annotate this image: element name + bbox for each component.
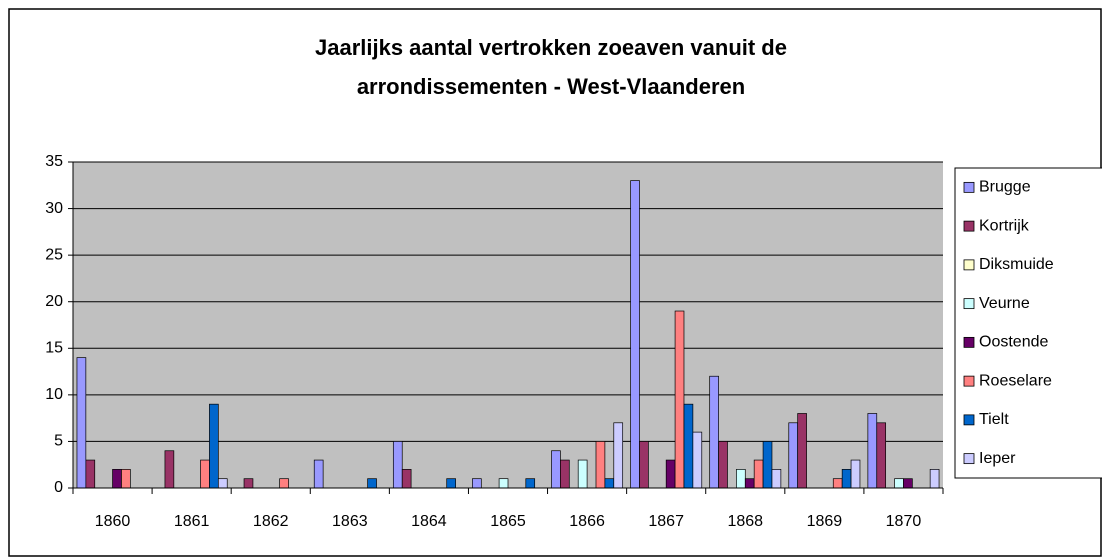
- bar: [446, 478, 456, 489]
- bar: [929, 469, 940, 489]
- x-tick-label: 1866: [569, 513, 605, 530]
- bar: [560, 459, 570, 489]
- chart-title: arrondissementen - West-Vlaanderen: [357, 74, 745, 99]
- legend-swatch: [963, 181, 975, 193]
- bar: [832, 478, 843, 489]
- y-tick-label: 25: [45, 246, 63, 263]
- y-tick-label: 5: [54, 433, 63, 450]
- y-tick-label: 30: [45, 200, 63, 217]
- bar: [850, 459, 861, 489]
- bar: [121, 469, 131, 489]
- bar: [665, 459, 676, 489]
- bar: [903, 478, 913, 489]
- legend-label: Brugge: [979, 179, 1031, 196]
- legend-label: Ieper: [979, 450, 1016, 467]
- bar: [76, 357, 87, 489]
- bar: [674, 310, 685, 489]
- bar: [788, 422, 799, 489]
- x-tick-label: 1864: [411, 513, 447, 530]
- bar: [683, 403, 694, 489]
- bar: [551, 450, 561, 489]
- bar: [164, 450, 175, 489]
- bar: [894, 478, 904, 489]
- legend-box: [954, 167, 1102, 479]
- bar: [613, 422, 624, 489]
- legend-swatch: [963, 259, 975, 271]
- bar: [797, 413, 807, 489]
- legend-label: Diksmuide: [979, 256, 1054, 273]
- bar: [217, 478, 228, 489]
- y-tick-label: 35: [45, 153, 63, 170]
- x-tick-label: 1862: [253, 513, 289, 530]
- bar: [709, 375, 719, 489]
- legend-label: Veurne: [979, 295, 1030, 312]
- bar: [577, 459, 588, 489]
- bar: [876, 422, 887, 489]
- x-tick-label: 1868: [727, 513, 763, 530]
- bar: [867, 413, 878, 489]
- legend-label: Kortrijk: [979, 217, 1030, 234]
- bar: [771, 469, 782, 489]
- legend-swatch: [963, 453, 975, 465]
- legend-label: Roeselare: [979, 372, 1052, 389]
- bar: [736, 469, 746, 489]
- bar: [392, 441, 403, 489]
- x-tick-label: 1863: [332, 513, 368, 530]
- x-tick-label: 1860: [95, 513, 131, 530]
- bar: [744, 478, 755, 489]
- bar: [718, 441, 728, 489]
- legend-swatch: [963, 336, 975, 348]
- chart-title: Jaarlijks aantal vertrokken zoeaven vanu…: [315, 35, 787, 60]
- x-tick-label: 1869: [807, 513, 843, 530]
- bar: [401, 469, 412, 489]
- bar: [639, 441, 649, 489]
- legend-label: Tielt: [979, 411, 1009, 428]
- bar: [692, 431, 703, 489]
- x-tick-label: 1867: [648, 513, 684, 530]
- bar: [472, 478, 482, 489]
- bar: [525, 478, 536, 489]
- bar: [604, 478, 615, 489]
- y-tick-label: 10: [45, 386, 63, 403]
- bar: [313, 459, 324, 489]
- bar: [595, 441, 606, 489]
- bar: [112, 469, 122, 489]
- x-tick-label: 1861: [174, 513, 210, 530]
- bar: [841, 469, 852, 489]
- x-tick-label: 1870: [886, 513, 922, 530]
- bar: [367, 478, 377, 489]
- bar: [762, 441, 773, 489]
- bar: [630, 180, 640, 489]
- bar: [85, 459, 96, 489]
- legend-swatch: [963, 298, 975, 310]
- legend-label: Oostende: [979, 334, 1048, 351]
- legend-swatch: [963, 220, 975, 232]
- bar: [753, 459, 764, 489]
- bar: [200, 459, 210, 489]
- bar: [498, 478, 509, 489]
- bar: [243, 478, 254, 489]
- x-tick-label: 1865: [490, 513, 526, 530]
- bar: [209, 403, 219, 489]
- y-tick-label: 20: [45, 293, 63, 310]
- plot-area: [73, 162, 943, 488]
- legend-swatch: [963, 375, 975, 387]
- bar: [279, 478, 289, 489]
- y-tick-label: 0: [54, 479, 63, 496]
- y-tick-label: 15: [45, 340, 63, 357]
- legend-swatch: [963, 414, 975, 426]
